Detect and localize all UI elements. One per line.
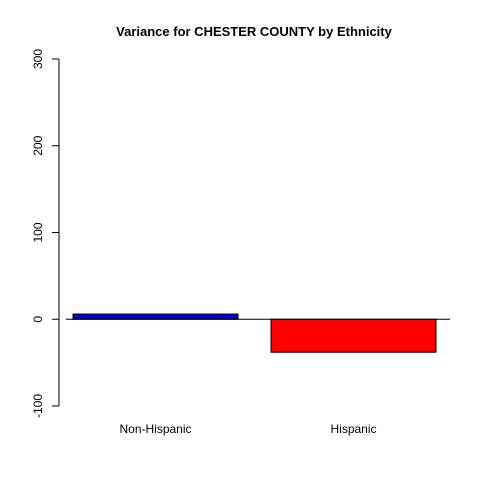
bar-non-hispanic bbox=[72, 313, 239, 320]
y-tick-label: 300 bbox=[31, 49, 45, 69]
category-labels: Non-Hispanic Hispanic bbox=[119, 422, 376, 436]
y-tick-label: 200 bbox=[31, 135, 45, 155]
y-tick-label: -100 bbox=[31, 394, 45, 418]
chart-title: Variance for CHESTER COUNTY by Ethnicity bbox=[116, 24, 392, 39]
y-tick-label: 0 bbox=[31, 316, 45, 323]
x-category-label: Non-Hispanic bbox=[119, 422, 191, 436]
bars-group bbox=[72, 313, 437, 353]
y-tick-label: 100 bbox=[31, 222, 45, 242]
x-category-label: Hispanic bbox=[330, 422, 376, 436]
bar-hispanic bbox=[270, 318, 437, 353]
y-axis: -100 0 100 200 300 bbox=[31, 49, 59, 418]
